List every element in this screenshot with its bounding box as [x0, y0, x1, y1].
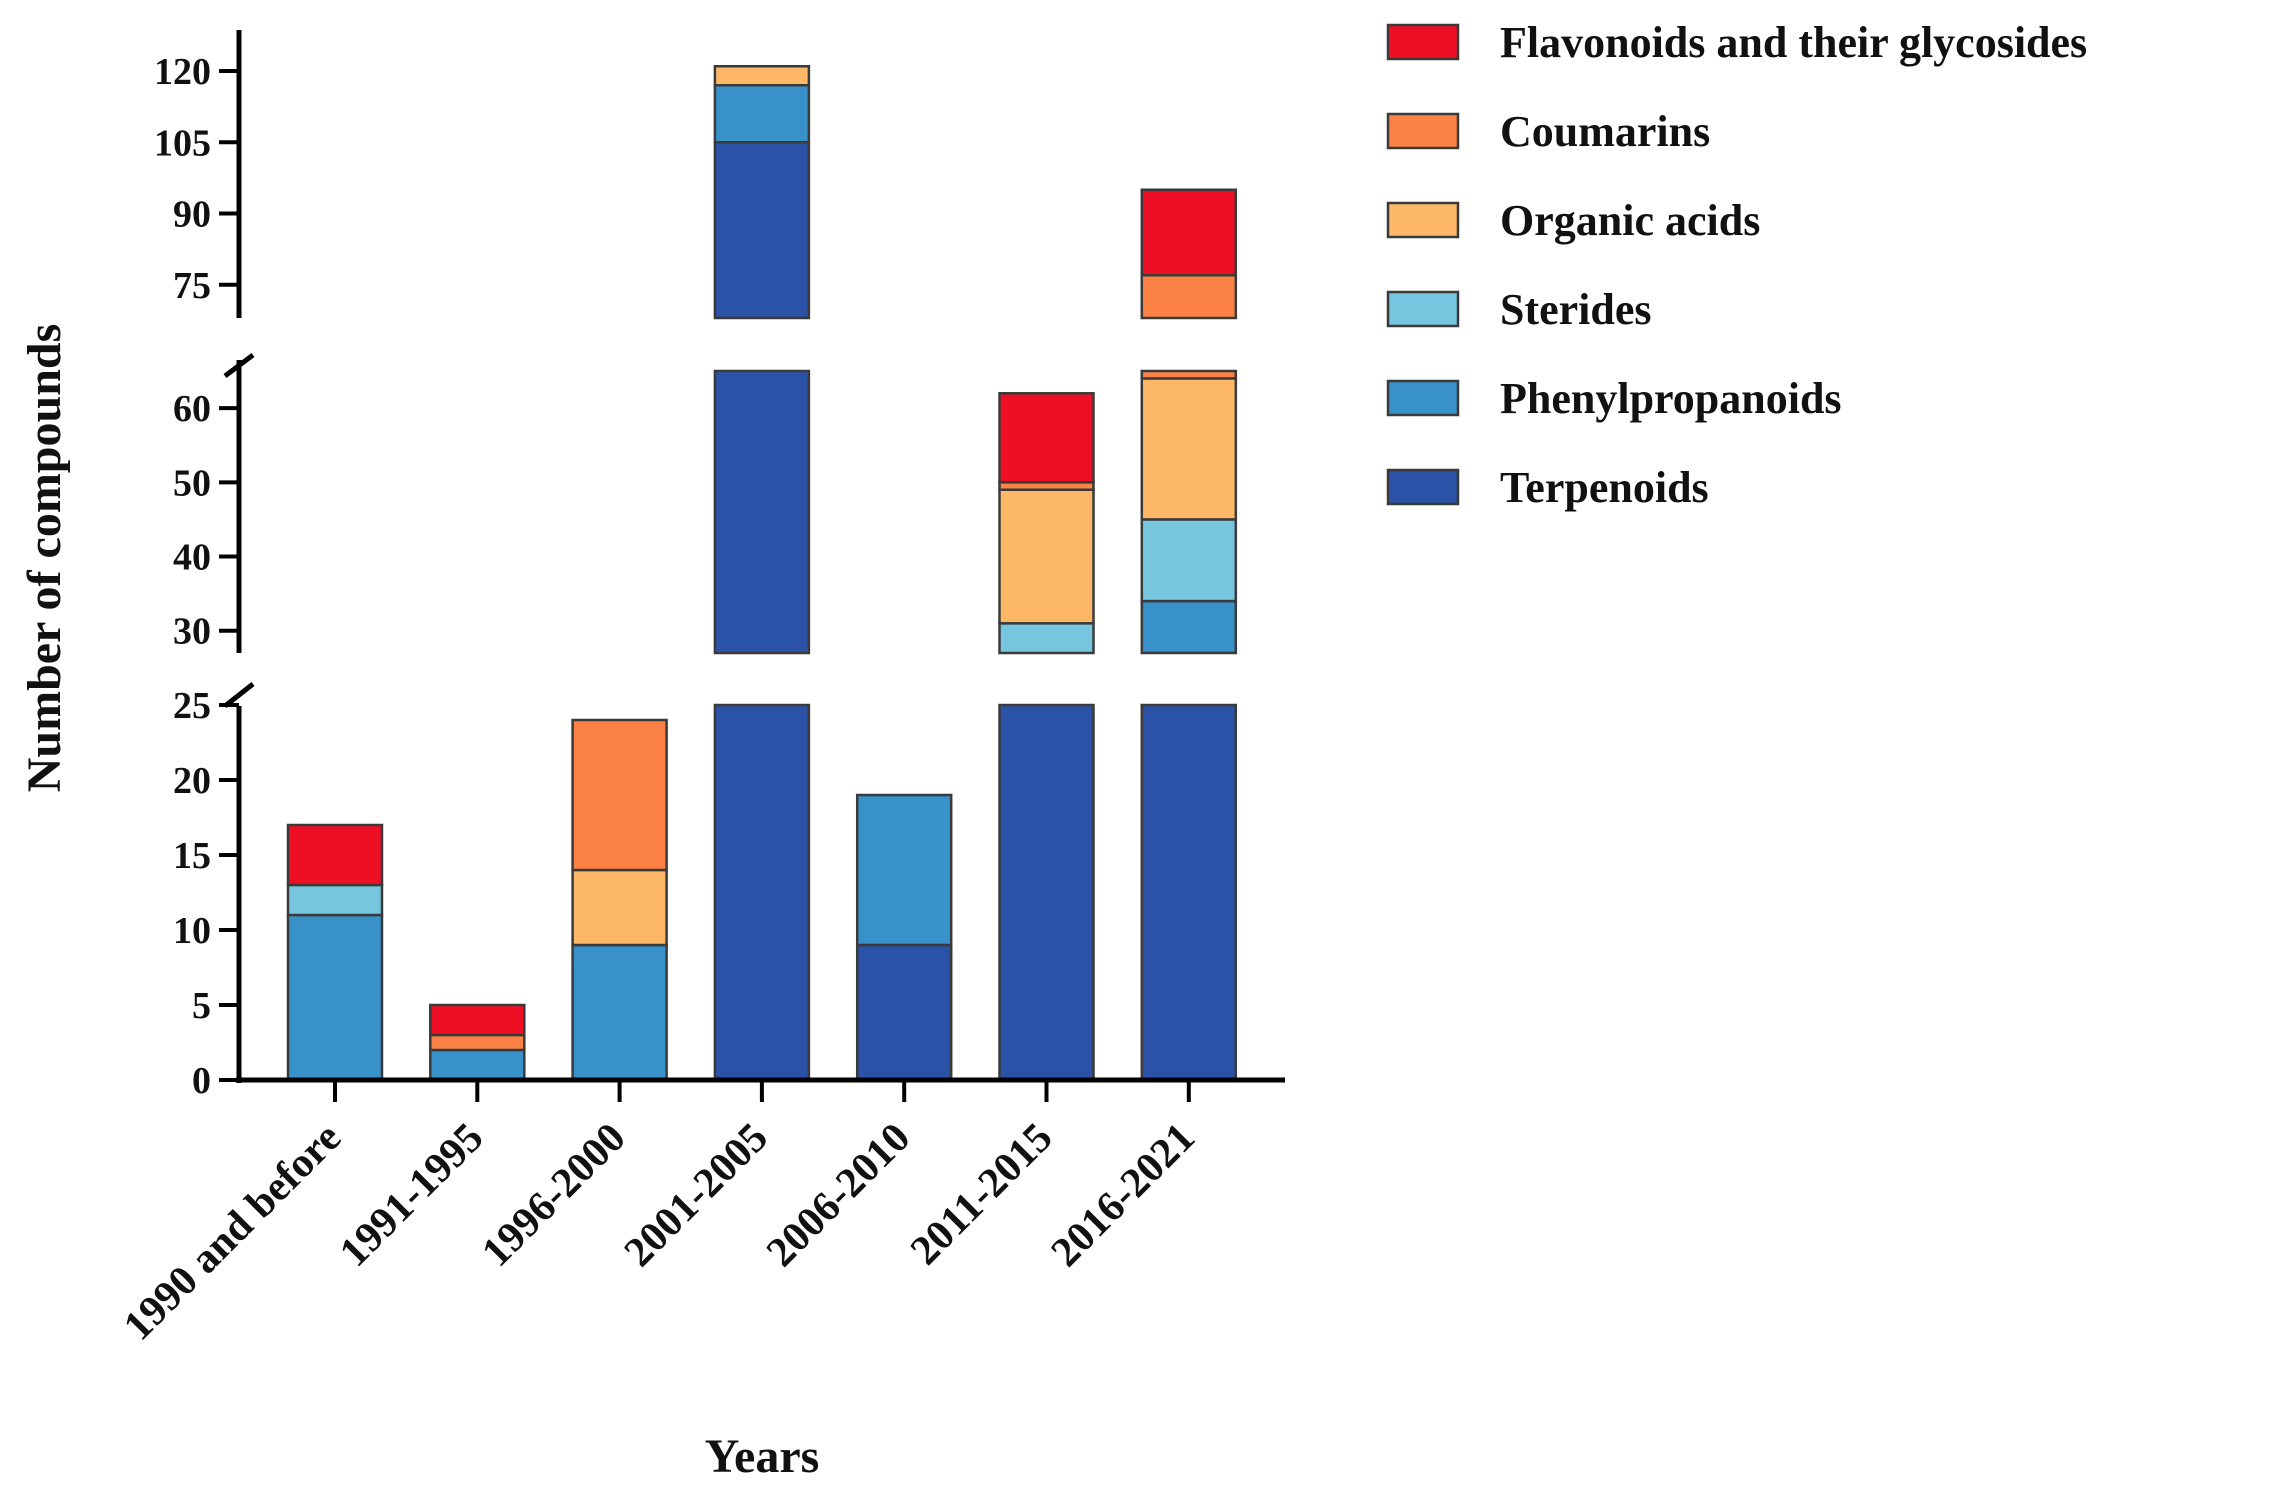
bar-phenylpropanoids-2016-2021 [1140, 599, 1238, 655]
legend-swatch-coumarins [1386, 112, 1460, 150]
bar-phenylpropanoids-2006-2010 [855, 793, 953, 947]
y-axis-title: Number of compounds [18, 324, 71, 793]
y-tick-label: 105 [154, 122, 211, 164]
x-tick-label-1996-2000: 1996-2000 [473, 1115, 634, 1276]
legend-swatch-sterides [1386, 290, 1460, 328]
bar-coumarins-2016-2021 [1140, 274, 1238, 320]
legend-swatch-terpenoids [1386, 468, 1460, 506]
bar-flavonoids-and-their-glycosides-2016-2021 [1140, 188, 1238, 277]
y-tick-label: 0 [192, 1060, 211, 1102]
legend: Flavonoids and their glycosides Coumarins… [1386, 18, 2087, 512]
axis-break-mark [223, 682, 255, 708]
bar-phenylpropanoids-1991-1995 [429, 1048, 526, 1082]
bar-organic-acids-1996-2000 [571, 868, 668, 947]
bar-flavonoids-and-their-glycosides-1991-1995 [429, 1003, 526, 1037]
bar-terpenoids-2006-2010 [855, 943, 953, 1082]
y-tick-label: 90 [173, 194, 211, 236]
x-tick-label-2006-2010: 2006-2010 [758, 1115, 919, 1276]
bar-coumarins-1991-1995 [429, 1033, 526, 1052]
y-tick-label: 40 [173, 537, 211, 579]
bar-coumarins-1996-2000 [571, 718, 668, 872]
y-tick-label: 60 [173, 388, 211, 430]
bar-organic-acids-2016-2021 [1140, 377, 1238, 521]
bar-coumarins-2016-2021 [1140, 369, 1238, 380]
legend-label-sterides: Sterides [1500, 285, 1652, 334]
bar-sterides-2011-2015 [998, 622, 1095, 655]
y-tick-label: 15 [173, 835, 211, 877]
x-axis-title: Years [705, 1430, 820, 1483]
y-tick-label: 50 [173, 462, 211, 504]
legend-label-flavonoids-and-their-glycosides: Flavonoids and their glycosides [1500, 18, 2087, 67]
y-tick-label: 10 [173, 910, 211, 952]
legend-swatch-organic-acids [1386, 201, 1460, 239]
y-tick-label: 120 [154, 51, 211, 93]
y-tick-label: 30 [173, 611, 211, 653]
bar-phenylpropanoids-2001-2005 [713, 84, 811, 144]
y-tick-label: 25 [173, 685, 211, 727]
bar-terpenoids-2016-2021 [1140, 703, 1238, 1082]
legend-label-organic-acids: Organic acids [1500, 196, 1760, 245]
bar-flavonoids-and-their-glycosides-1990-and-before [286, 823, 384, 887]
bar-organic-acids-2001-2005 [713, 65, 811, 87]
y-tick-label: 75 [173, 265, 211, 307]
bar-sterides-2016-2021 [1140, 518, 1238, 603]
legend-label-terpenoids: Terpenoids [1500, 463, 1709, 512]
y-tick-label: 20 [173, 760, 211, 802]
bar-organic-acids-2011-2015 [998, 488, 1095, 625]
legend-swatch-flavonoids-and-their-glycosides [1386, 23, 1460, 61]
bar-terpenoids-2001-2005 [713, 141, 811, 320]
x-tick-label-2016-2021: 2016-2021 [1043, 1115, 1204, 1276]
x-tick-label-1991-1995: 1991-1995 [331, 1115, 492, 1276]
bar-flavonoids-and-their-glycosides-2011-2015 [998, 392, 1095, 484]
bar-terpenoids-2001-2005 [713, 369, 811, 655]
legend-label-phenylpropanoids: Phenylpropanoids [1500, 374, 1842, 423]
bar-phenylpropanoids-1996-2000 [571, 943, 668, 1082]
x-tick-label-1990-and-before: 1990 and before [115, 1115, 350, 1350]
axis-break-mark [223, 353, 255, 378]
bar-sterides-1990-and-before [286, 883, 384, 917]
bar-terpenoids-2011-2015 [998, 703, 1095, 1082]
bar-terpenoids-2001-2005 [713, 703, 811, 1082]
x-tick-label-2011-2015: 2011-2015 [902, 1115, 1062, 1275]
axes-layer: 0 5 10 15 20 25 30 40 50 60 75 90 105 120 1990 and bef… [115, 30, 1285, 1349]
x-tick-label-2001-2005: 2001-2005 [616, 1115, 777, 1276]
legend-swatch-phenylpropanoids [1386, 379, 1460, 417]
y-tick-label: 5 [192, 985, 211, 1027]
bar-phenylpropanoids-1990-and-before [286, 913, 384, 1082]
bars-layer [286, 65, 1238, 1082]
legend-label-coumarins: Coumarins [1500, 107, 1710, 156]
